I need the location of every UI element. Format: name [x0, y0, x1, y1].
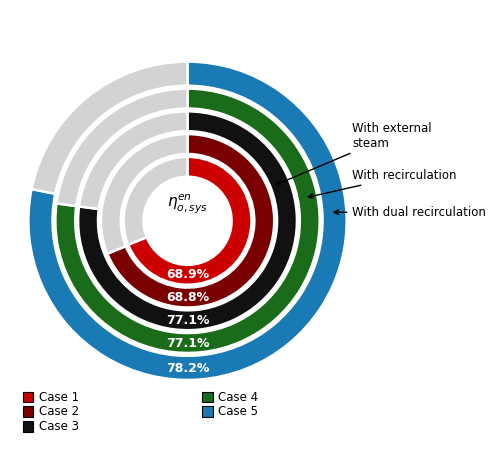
Text: 78.2%: 78.2%: [166, 362, 209, 375]
Wedge shape: [124, 157, 188, 245]
Wedge shape: [32, 62, 188, 194]
Bar: [202, 407, 212, 417]
Wedge shape: [101, 134, 188, 254]
Wedge shape: [56, 89, 188, 206]
Text: $\eta^{en}_{o,sys}$: $\eta^{en}_{o,sys}$: [167, 192, 208, 215]
Text: Case 5: Case 5: [218, 405, 258, 418]
Text: Case 1: Case 1: [39, 391, 80, 404]
Bar: [22, 392, 34, 402]
Wedge shape: [108, 134, 274, 307]
Text: With recirculation: With recirculation: [308, 169, 457, 198]
Text: Case 3: Case 3: [39, 420, 79, 433]
Text: 68.8%: 68.8%: [166, 291, 209, 304]
Bar: [202, 392, 212, 402]
Text: Case 2: Case 2: [39, 405, 80, 418]
Text: With external
steam: With external steam: [276, 122, 432, 185]
Wedge shape: [79, 111, 188, 209]
Text: With dual recirculation: With dual recirculation: [334, 206, 486, 219]
Text: 68.9%: 68.9%: [166, 268, 209, 281]
Bar: [22, 421, 34, 432]
Wedge shape: [128, 157, 252, 285]
Wedge shape: [28, 62, 346, 380]
Bar: [22, 407, 34, 417]
Text: 77.1%: 77.1%: [166, 337, 210, 350]
Text: Case 4: Case 4: [218, 391, 258, 404]
Wedge shape: [78, 111, 297, 330]
Text: 77.1%: 77.1%: [166, 314, 210, 327]
Wedge shape: [56, 89, 320, 353]
